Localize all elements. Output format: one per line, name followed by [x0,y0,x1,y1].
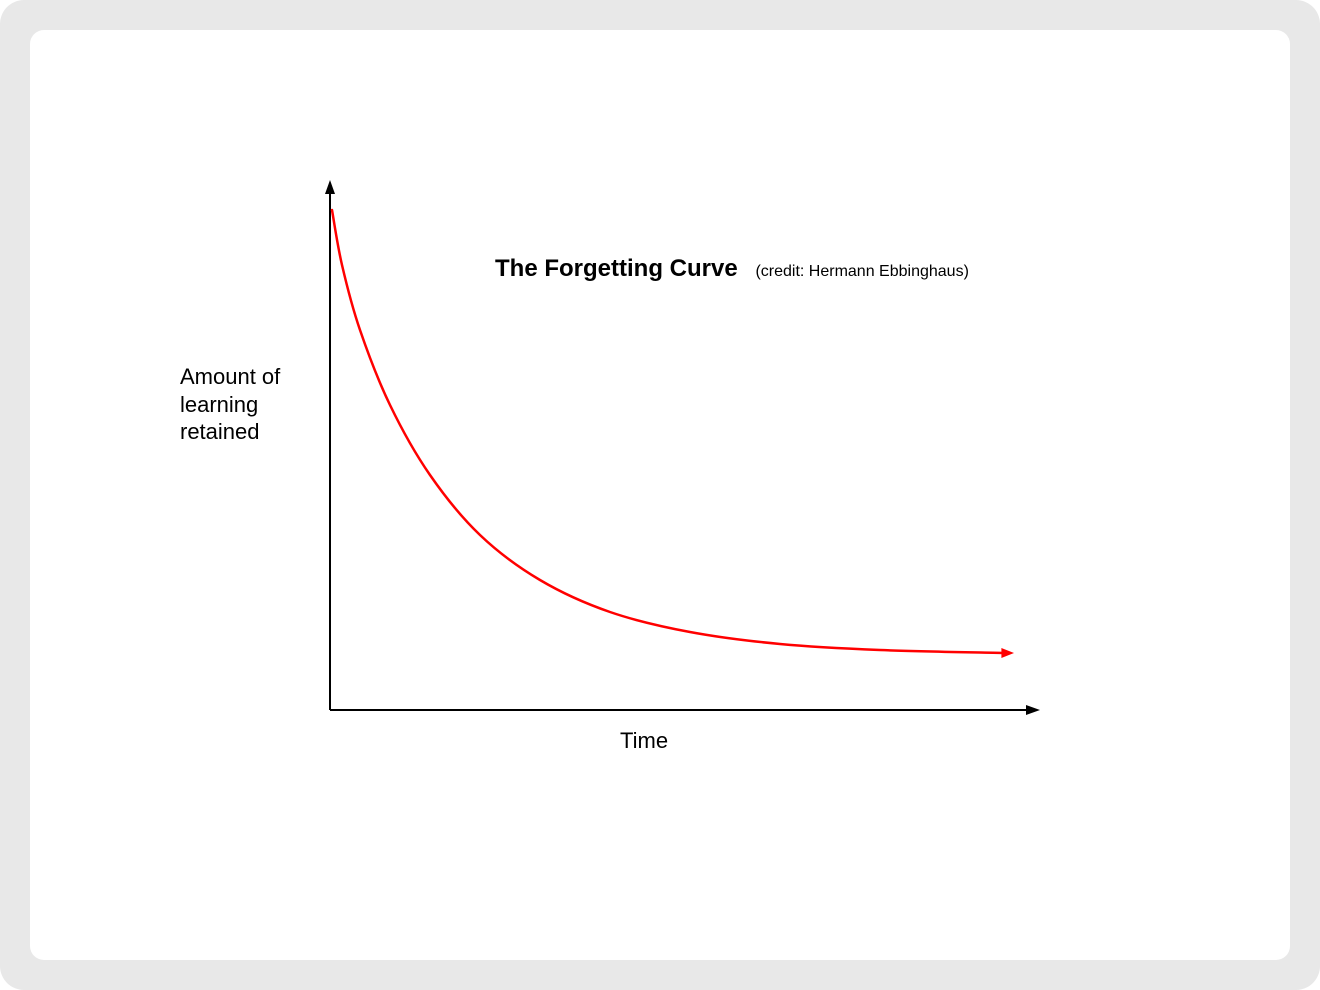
y-axis-label-line3: retained [180,419,260,444]
y-axis-label-line1: Amount of [180,364,280,389]
forgetting-curve-chart [30,30,1290,960]
chart-panel: Amount of learning retained Time The For… [30,30,1290,960]
y-axis-label-line2: learning [180,392,258,417]
chart-title: The Forgetting Curve [495,255,738,282]
chart-credit: (credit: Hermann Ebbinghaus) [755,263,968,280]
outer-frame: Amount of learning retained Time The For… [0,0,1320,990]
x-axis-label: Time [620,728,668,754]
y-axis-label: Amount of learning retained [180,363,280,446]
chart-title-wrap: The Forgetting Curve (credit: Hermann Eb… [495,255,969,283]
